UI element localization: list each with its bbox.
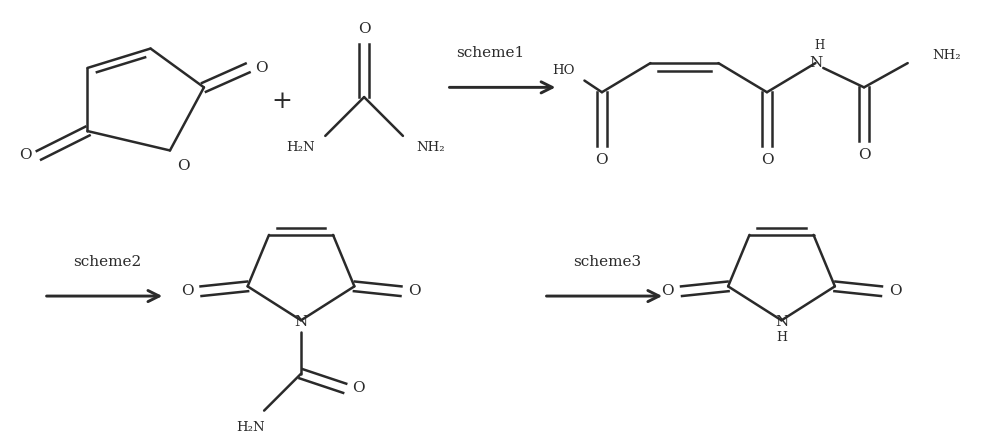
Text: O: O — [255, 61, 268, 75]
Text: scheme2: scheme2 — [73, 255, 141, 269]
Text: H: H — [776, 331, 787, 344]
Text: O: O — [352, 381, 365, 395]
Text: O: O — [889, 284, 901, 298]
Text: O: O — [181, 284, 194, 298]
Text: O: O — [858, 148, 870, 162]
Text: H: H — [814, 39, 824, 52]
Text: O: O — [19, 148, 32, 162]
Text: O: O — [662, 284, 674, 298]
Text: O: O — [408, 284, 421, 298]
Text: N: N — [809, 56, 822, 70]
Text: O: O — [596, 153, 608, 167]
Text: scheme1: scheme1 — [456, 46, 524, 60]
Text: NH₂: NH₂ — [932, 49, 961, 62]
Text: H₂N: H₂N — [236, 421, 265, 432]
Text: NH₂: NH₂ — [416, 141, 444, 154]
Text: HO: HO — [552, 64, 575, 77]
Text: H₂N: H₂N — [287, 141, 315, 154]
Text: +: + — [271, 90, 292, 114]
Text: O: O — [358, 22, 370, 36]
Text: O: O — [761, 153, 773, 167]
Text: N: N — [294, 315, 308, 329]
Text: scheme3: scheme3 — [573, 255, 641, 269]
Text: O: O — [177, 159, 190, 173]
Text: N: N — [775, 315, 788, 329]
